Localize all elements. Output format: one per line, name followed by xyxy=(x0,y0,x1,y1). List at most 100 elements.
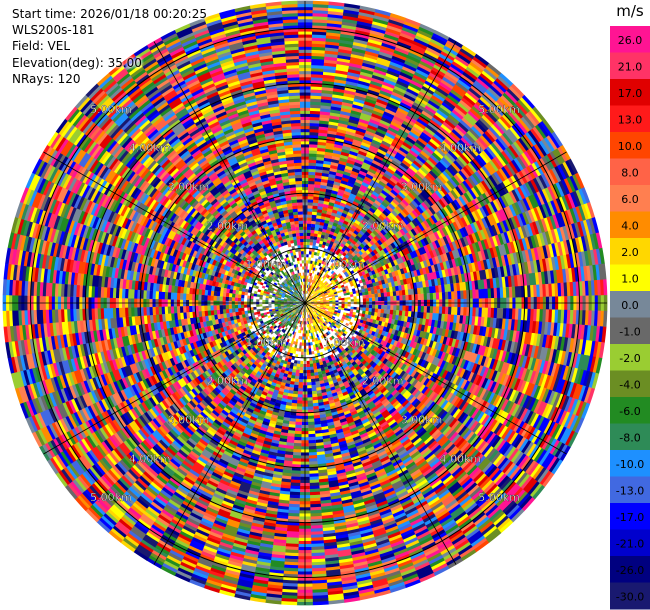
velocity-gate xyxy=(379,177,389,185)
velocity-gate xyxy=(340,215,346,221)
velocity-gate xyxy=(491,82,505,96)
velocity-gate xyxy=(347,198,354,204)
velocity-gate xyxy=(307,266,310,270)
velocity-gate xyxy=(500,195,510,208)
velocity-gate xyxy=(357,232,363,239)
velocity-gate xyxy=(372,202,380,209)
velocity-gate xyxy=(426,185,436,195)
velocity-gate xyxy=(334,285,339,289)
velocity-gate xyxy=(309,140,318,145)
velocity-gate xyxy=(483,91,497,105)
velocity-gate xyxy=(308,174,316,179)
velocity-gate xyxy=(503,231,511,244)
velocity-gate xyxy=(506,128,519,142)
velocity-gate xyxy=(334,75,347,82)
velocity-gate xyxy=(364,53,379,61)
velocity-gate xyxy=(314,177,322,183)
velocity-gate xyxy=(404,17,422,27)
velocity-gate xyxy=(396,166,406,175)
velocity-gate xyxy=(395,205,403,213)
velocity-gate xyxy=(352,103,364,111)
velocity-gate xyxy=(355,234,361,241)
velocity-gate xyxy=(417,240,424,248)
velocity-gate xyxy=(345,130,356,137)
velocity-gate xyxy=(314,230,319,235)
velocity-gate xyxy=(476,169,487,181)
velocity-gate xyxy=(312,242,317,247)
velocity-gate xyxy=(305,296,308,301)
velocity-gate xyxy=(324,281,329,286)
velocity-gate xyxy=(414,256,421,264)
velocity-gate xyxy=(310,107,321,112)
velocity-gate xyxy=(314,273,317,278)
velocity-gate xyxy=(394,154,404,163)
velocity-gate xyxy=(313,196,320,201)
velocity-gate xyxy=(425,259,432,267)
velocity-gate xyxy=(378,231,385,238)
velocity-gate xyxy=(506,88,521,102)
velocity-gate xyxy=(408,179,417,189)
velocity-gate xyxy=(317,265,321,270)
velocity-gate xyxy=(460,168,471,179)
velocity-gate xyxy=(310,254,315,259)
velocity-gate xyxy=(572,207,581,223)
velocity-gate xyxy=(361,109,373,117)
velocity-gate xyxy=(316,298,321,301)
velocity-gate xyxy=(382,227,389,234)
velocity-gate xyxy=(317,268,321,273)
velocity-gate xyxy=(347,71,361,78)
velocity-gate xyxy=(356,83,370,90)
velocity-gate xyxy=(374,199,382,207)
velocity-gate xyxy=(307,294,309,298)
velocity-gate xyxy=(307,299,311,302)
velocity-gate xyxy=(484,130,496,143)
velocity-gate xyxy=(431,135,443,146)
velocity-gate xyxy=(468,127,481,140)
velocity-gate xyxy=(506,230,514,243)
velocity-gate xyxy=(431,180,440,191)
velocity-gate xyxy=(325,295,330,299)
velocity-gate xyxy=(379,48,394,56)
velocity-gate xyxy=(428,183,438,193)
velocity-gate xyxy=(434,247,441,257)
velocity-gate xyxy=(440,245,447,255)
velocity-gate xyxy=(387,262,393,269)
velocity-gate xyxy=(469,174,479,186)
velocity-gate xyxy=(507,217,516,230)
velocity-gate xyxy=(306,226,312,231)
velocity-gate xyxy=(340,199,348,205)
velocity-gate xyxy=(340,33,355,40)
velocity-gate xyxy=(400,144,411,153)
velocity-gate xyxy=(393,225,400,233)
velocity-gate xyxy=(353,161,363,168)
velocity-gate xyxy=(398,263,404,270)
velocity-gate xyxy=(362,246,368,252)
velocity-gate xyxy=(519,199,529,213)
velocity-gate xyxy=(437,84,451,95)
velocity-gate xyxy=(519,96,533,112)
velocity-gate xyxy=(447,224,455,234)
velocity-gate xyxy=(474,156,485,168)
velocity-gate xyxy=(327,291,331,294)
velocity-gate xyxy=(445,251,452,261)
velocity-gate xyxy=(520,225,528,239)
velocity-gate xyxy=(447,133,459,144)
velocity-gate xyxy=(310,232,315,237)
velocity-gate xyxy=(315,217,321,223)
velocity-gate xyxy=(449,147,461,159)
velocity-gate xyxy=(370,115,382,123)
velocity-gate xyxy=(313,251,318,256)
velocity-gate xyxy=(319,187,327,193)
velocity-gate xyxy=(444,96,458,108)
velocity-gate xyxy=(314,261,318,265)
velocity-gate xyxy=(354,219,361,226)
velocity-gate xyxy=(318,294,323,298)
velocity-gate xyxy=(353,38,369,45)
velocity-gate xyxy=(461,45,477,57)
velocity-gate xyxy=(443,99,456,110)
velocity-gate xyxy=(310,104,321,109)
velocity-gate xyxy=(309,281,312,286)
velocity-gate xyxy=(406,259,412,267)
velocity-gate xyxy=(444,225,452,235)
velocity-gate xyxy=(506,162,517,176)
